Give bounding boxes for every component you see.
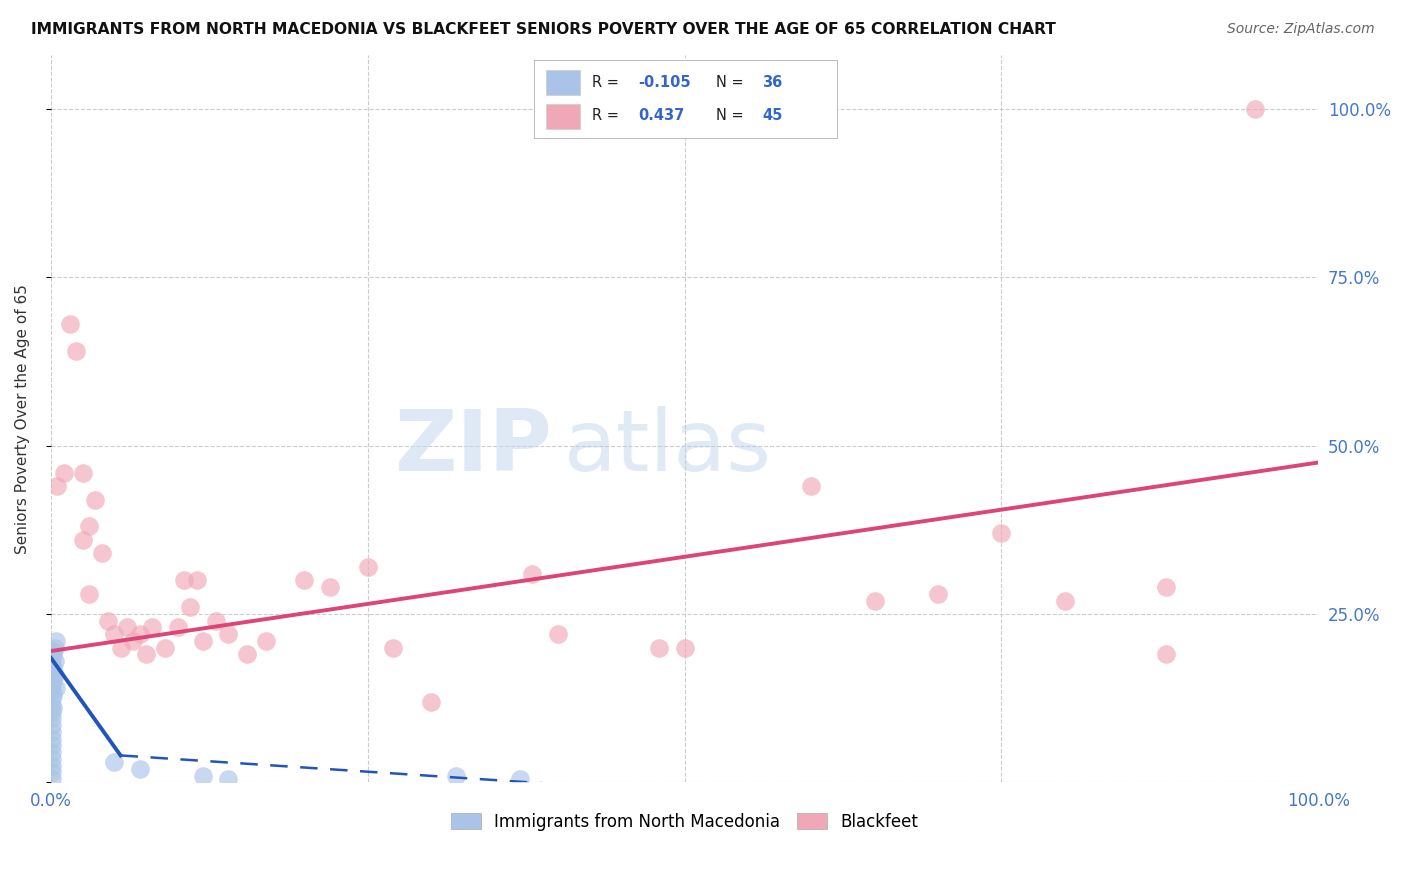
Point xyxy=(41,711,63,725)
Point xyxy=(41,752,63,766)
Point xyxy=(153,640,176,655)
Point xyxy=(97,614,120,628)
Point xyxy=(44,667,66,681)
Point xyxy=(318,580,340,594)
Point xyxy=(42,701,65,715)
Point xyxy=(41,765,63,780)
Point xyxy=(122,634,145,648)
Point xyxy=(292,574,315,588)
Point xyxy=(41,758,63,772)
Text: 0.437: 0.437 xyxy=(638,109,685,123)
Point xyxy=(44,654,66,668)
Point xyxy=(41,650,63,665)
Point xyxy=(128,762,150,776)
Point xyxy=(800,479,823,493)
Point xyxy=(990,526,1012,541)
Point xyxy=(927,587,949,601)
Point xyxy=(41,671,63,685)
Point xyxy=(186,574,208,588)
Point xyxy=(41,684,63,698)
Point xyxy=(41,705,63,719)
Text: atlas: atlas xyxy=(564,407,772,490)
Point xyxy=(1053,593,1076,607)
Point xyxy=(41,644,63,658)
Point xyxy=(166,620,188,634)
Text: -0.105: -0.105 xyxy=(638,75,692,89)
Text: N =: N = xyxy=(716,75,744,89)
Text: IMMIGRANTS FROM NORTH MACEDONIA VS BLACKFEET SENIORS POVERTY OVER THE AGE OF 65 : IMMIGRANTS FROM NORTH MACEDONIA VS BLACK… xyxy=(31,22,1056,37)
Point xyxy=(863,593,886,607)
Point xyxy=(41,718,63,732)
Point xyxy=(41,739,63,753)
Point xyxy=(42,674,65,689)
Text: R =: R = xyxy=(592,109,619,123)
Point xyxy=(41,698,63,712)
Point xyxy=(648,640,671,655)
Point xyxy=(191,634,214,648)
Text: 45: 45 xyxy=(762,109,783,123)
Point xyxy=(45,634,67,648)
Legend: Immigrants from North Macedonia, Blackfeet: Immigrants from North Macedonia, Blackfe… xyxy=(446,808,924,836)
Point xyxy=(217,627,239,641)
Text: N =: N = xyxy=(716,109,744,123)
Point xyxy=(65,344,87,359)
Point xyxy=(59,318,82,332)
Point xyxy=(173,574,195,588)
Point xyxy=(42,661,65,675)
Point xyxy=(1244,102,1267,116)
Point xyxy=(41,665,63,679)
Point xyxy=(128,627,150,641)
Point xyxy=(44,640,66,655)
Text: R =: R = xyxy=(592,75,619,89)
Point xyxy=(522,566,544,581)
Point xyxy=(41,657,63,672)
Point xyxy=(41,678,63,692)
Point xyxy=(115,620,138,634)
Point xyxy=(673,640,696,655)
Point xyxy=(1154,648,1177,662)
Point xyxy=(41,731,63,746)
Point xyxy=(135,648,157,662)
Point xyxy=(41,691,63,706)
Point xyxy=(42,688,65,702)
Point xyxy=(509,772,531,786)
Y-axis label: Seniors Poverty Over the Age of 65: Seniors Poverty Over the Age of 65 xyxy=(15,284,30,554)
Point xyxy=(547,627,569,641)
Point xyxy=(84,492,107,507)
Point xyxy=(77,519,100,533)
Point xyxy=(204,614,226,628)
Bar xyxy=(547,70,579,95)
Point xyxy=(41,772,63,786)
Point xyxy=(141,620,163,634)
Point xyxy=(72,466,94,480)
Point xyxy=(217,772,239,786)
Point xyxy=(420,694,443,708)
Point xyxy=(1154,580,1177,594)
Point xyxy=(46,479,69,493)
Point xyxy=(41,724,63,739)
Point xyxy=(254,634,277,648)
Point xyxy=(191,769,214,783)
Point xyxy=(446,769,468,783)
Text: Source: ZipAtlas.com: Source: ZipAtlas.com xyxy=(1227,22,1375,37)
Text: ZIP: ZIP xyxy=(394,407,551,490)
Point xyxy=(41,745,63,759)
Text: 36: 36 xyxy=(762,75,783,89)
Point xyxy=(90,546,112,560)
Point xyxy=(110,640,132,655)
Point xyxy=(42,648,65,662)
Point xyxy=(45,681,67,695)
Point xyxy=(236,648,259,662)
Bar xyxy=(547,103,579,128)
Point xyxy=(77,587,100,601)
Point xyxy=(103,627,125,641)
Point xyxy=(179,600,201,615)
Point xyxy=(72,533,94,547)
Point xyxy=(357,560,380,574)
Point xyxy=(52,466,75,480)
Point xyxy=(103,755,125,769)
Point xyxy=(382,640,405,655)
